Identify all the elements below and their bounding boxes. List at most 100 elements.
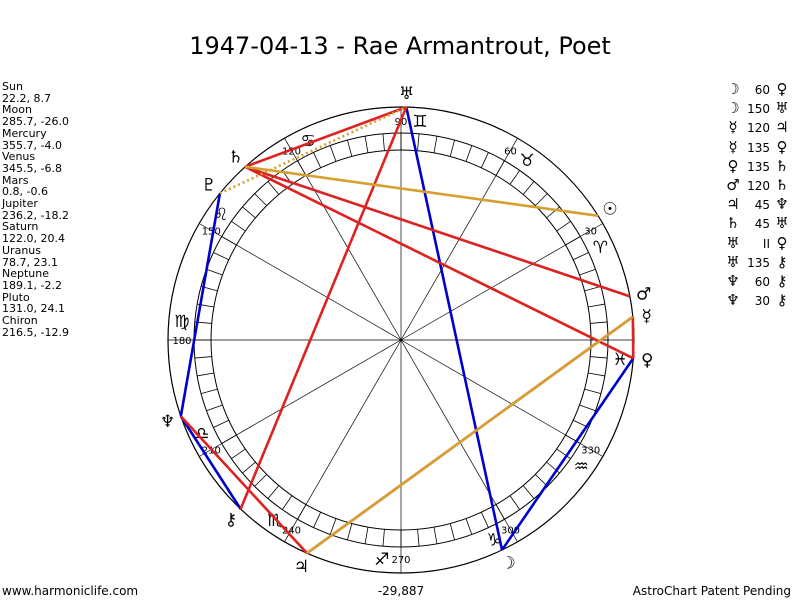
uranus-glyph-icon: ♅ — [726, 233, 740, 252]
degree-tick — [206, 268, 223, 276]
aspect-row: ♃ 45 ♆ — [724, 195, 791, 214]
degree-tick — [347, 139, 353, 157]
aspect-line — [179, 415, 242, 510]
uranus-glyph-icon: ♅ — [775, 99, 789, 118]
jupiter-glyph-icon: ♃ — [775, 118, 789, 137]
degree-tick — [465, 518, 473, 535]
uranus-glyph-icon: ♅ — [775, 214, 789, 233]
aspect-line — [405, 106, 504, 551]
degree-tick — [281, 495, 293, 510]
planet-values-jupiter: 236.2, -18.2 — [2, 208, 69, 222]
degree-label: 60 — [504, 146, 517, 157]
degree-tick — [329, 518, 337, 535]
aspect-line — [179, 193, 222, 417]
moon-glyph-icon: ☽ — [726, 80, 740, 98]
saturn-glyph-icon: ♄ — [726, 214, 740, 233]
aspect-row: ♅ 135 ⚷ — [724, 253, 791, 272]
zodiac-sign-icon: ♈ — [593, 238, 608, 258]
house-spoke — [400, 223, 603, 341]
venus-glyph-icon: ♀ — [776, 233, 788, 252]
score-readout: -29,887 — [377, 584, 425, 598]
degree-tick — [449, 139, 455, 157]
neptune-icon: ♆ — [160, 412, 175, 432]
degree-tick — [313, 152, 322, 168]
planet-values-uranus: 78.7, 23.1 — [2, 255, 58, 269]
mercury-icon: ☿ — [642, 306, 652, 326]
aspect-angle: 60 — [754, 274, 770, 289]
aspect-row: ☿ 120 ♃ — [724, 118, 791, 137]
mars-glyph-icon: ♂ — [726, 175, 740, 194]
degree-tick — [313, 512, 322, 528]
degree-tick — [382, 529, 385, 547]
venus-glyph-icon: ♀ — [727, 156, 739, 175]
planet-values-chiron: 216.5, -12.9 — [2, 325, 69, 339]
aspect-angle: 150 — [747, 102, 770, 117]
zodiac-sign-icon: ♏ — [267, 511, 282, 531]
degree-tick — [417, 529, 420, 547]
mercury-glyph-icon: ☿ — [728, 118, 738, 137]
degree-tick — [584, 388, 602, 394]
house-spoke — [199, 223, 402, 341]
aspect-line — [306, 315, 634, 555]
degree-tick — [480, 512, 489, 528]
aspect-line — [244, 105, 407, 169]
degree-tick — [509, 170, 521, 185]
degree-label: 240 — [282, 526, 301, 537]
degree-tick — [546, 206, 560, 219]
planet-name-mars: Mars — [2, 173, 29, 187]
aspect-row: ♄ 45 ♅ — [724, 214, 791, 233]
aspect-row: ☽ 150 ♅ — [724, 99, 791, 118]
degree-tick — [254, 474, 267, 487]
planet-position-list: Sun 22.2, 8.7 Moon 285.7, -26.0 Mercury 355.7… — [2, 81, 69, 338]
aspect-row: ♀ 135 ♄ — [724, 157, 791, 176]
aspect-angle: 120 — [747, 121, 770, 136]
venus-glyph-icon: ♀ — [776, 80, 788, 98]
degree-tick — [579, 268, 596, 276]
house-spoke — [400, 339, 603, 457]
planet-name-uranus: Uranus — [2, 243, 41, 257]
planet-values-neptune: 189.1, -2.2 — [2, 278, 62, 292]
house-spoke — [199, 339, 402, 457]
house-spoke — [284, 138, 402, 341]
degree-tick — [590, 321, 608, 324]
planet-values-moon: 285.7, -26.0 — [2, 115, 69, 129]
degree-label: 150 — [202, 227, 221, 238]
planet-name-venus: Venus — [2, 150, 36, 164]
aspect-line — [244, 165, 634, 360]
aspect-angle: 135 — [747, 159, 770, 174]
degree-tick — [329, 145, 337, 162]
degree-tick — [364, 136, 369, 153]
saturn-glyph-icon: ♄ — [775, 156, 789, 175]
patent-notice: AstroChart Patent Pending — [632, 584, 791, 598]
aspect-line — [239, 106, 408, 510]
chart-title: 1947-04-13 - Rae Armantrout, Poet — [189, 32, 611, 60]
planet-values-pluto: 131.0, 24.1 — [2, 302, 65, 316]
degree-tick — [588, 303, 605, 308]
zodiac-sign-icon: ♐ — [374, 550, 389, 570]
degree-tick — [449, 523, 455, 541]
chiron-glyph-icon: ⚷ — [776, 291, 788, 310]
aspect-row: ♆ 30 ⚷ — [724, 291, 791, 310]
degree-tick — [231, 220, 246, 232]
website-link[interactable]: www.harmoniclife.com — [2, 584, 139, 598]
zodiac-sign-icon: ♉ — [520, 151, 535, 171]
degree-tick — [556, 448, 571, 460]
chiron-glyph-icon: ⚷ — [776, 252, 788, 271]
degree-tick — [556, 220, 571, 232]
degree-label: 120 — [282, 146, 301, 157]
neptune-glyph-icon: ♆ — [726, 291, 740, 310]
planet-name-sun: Sun — [2, 80, 23, 93]
degree-tick — [535, 474, 548, 487]
degree-tick — [213, 252, 229, 261]
zodiac-sign-icon: ♋ — [300, 132, 315, 152]
zodiac-sign-icon: ♒ — [574, 457, 589, 477]
aspect-angle: II — [762, 236, 770, 251]
planet-values-mercury: 355.7, -4.0 — [2, 138, 62, 152]
aspect-line — [244, 165, 599, 218]
mars-icon: ♂ — [636, 285, 651, 305]
aspect-line — [219, 105, 407, 195]
degree-tick — [231, 448, 246, 460]
jupiter-icon: ♃ — [294, 557, 309, 577]
degree-tick — [588, 372, 605, 377]
uranus-glyph-icon: ♅ — [726, 252, 740, 271]
